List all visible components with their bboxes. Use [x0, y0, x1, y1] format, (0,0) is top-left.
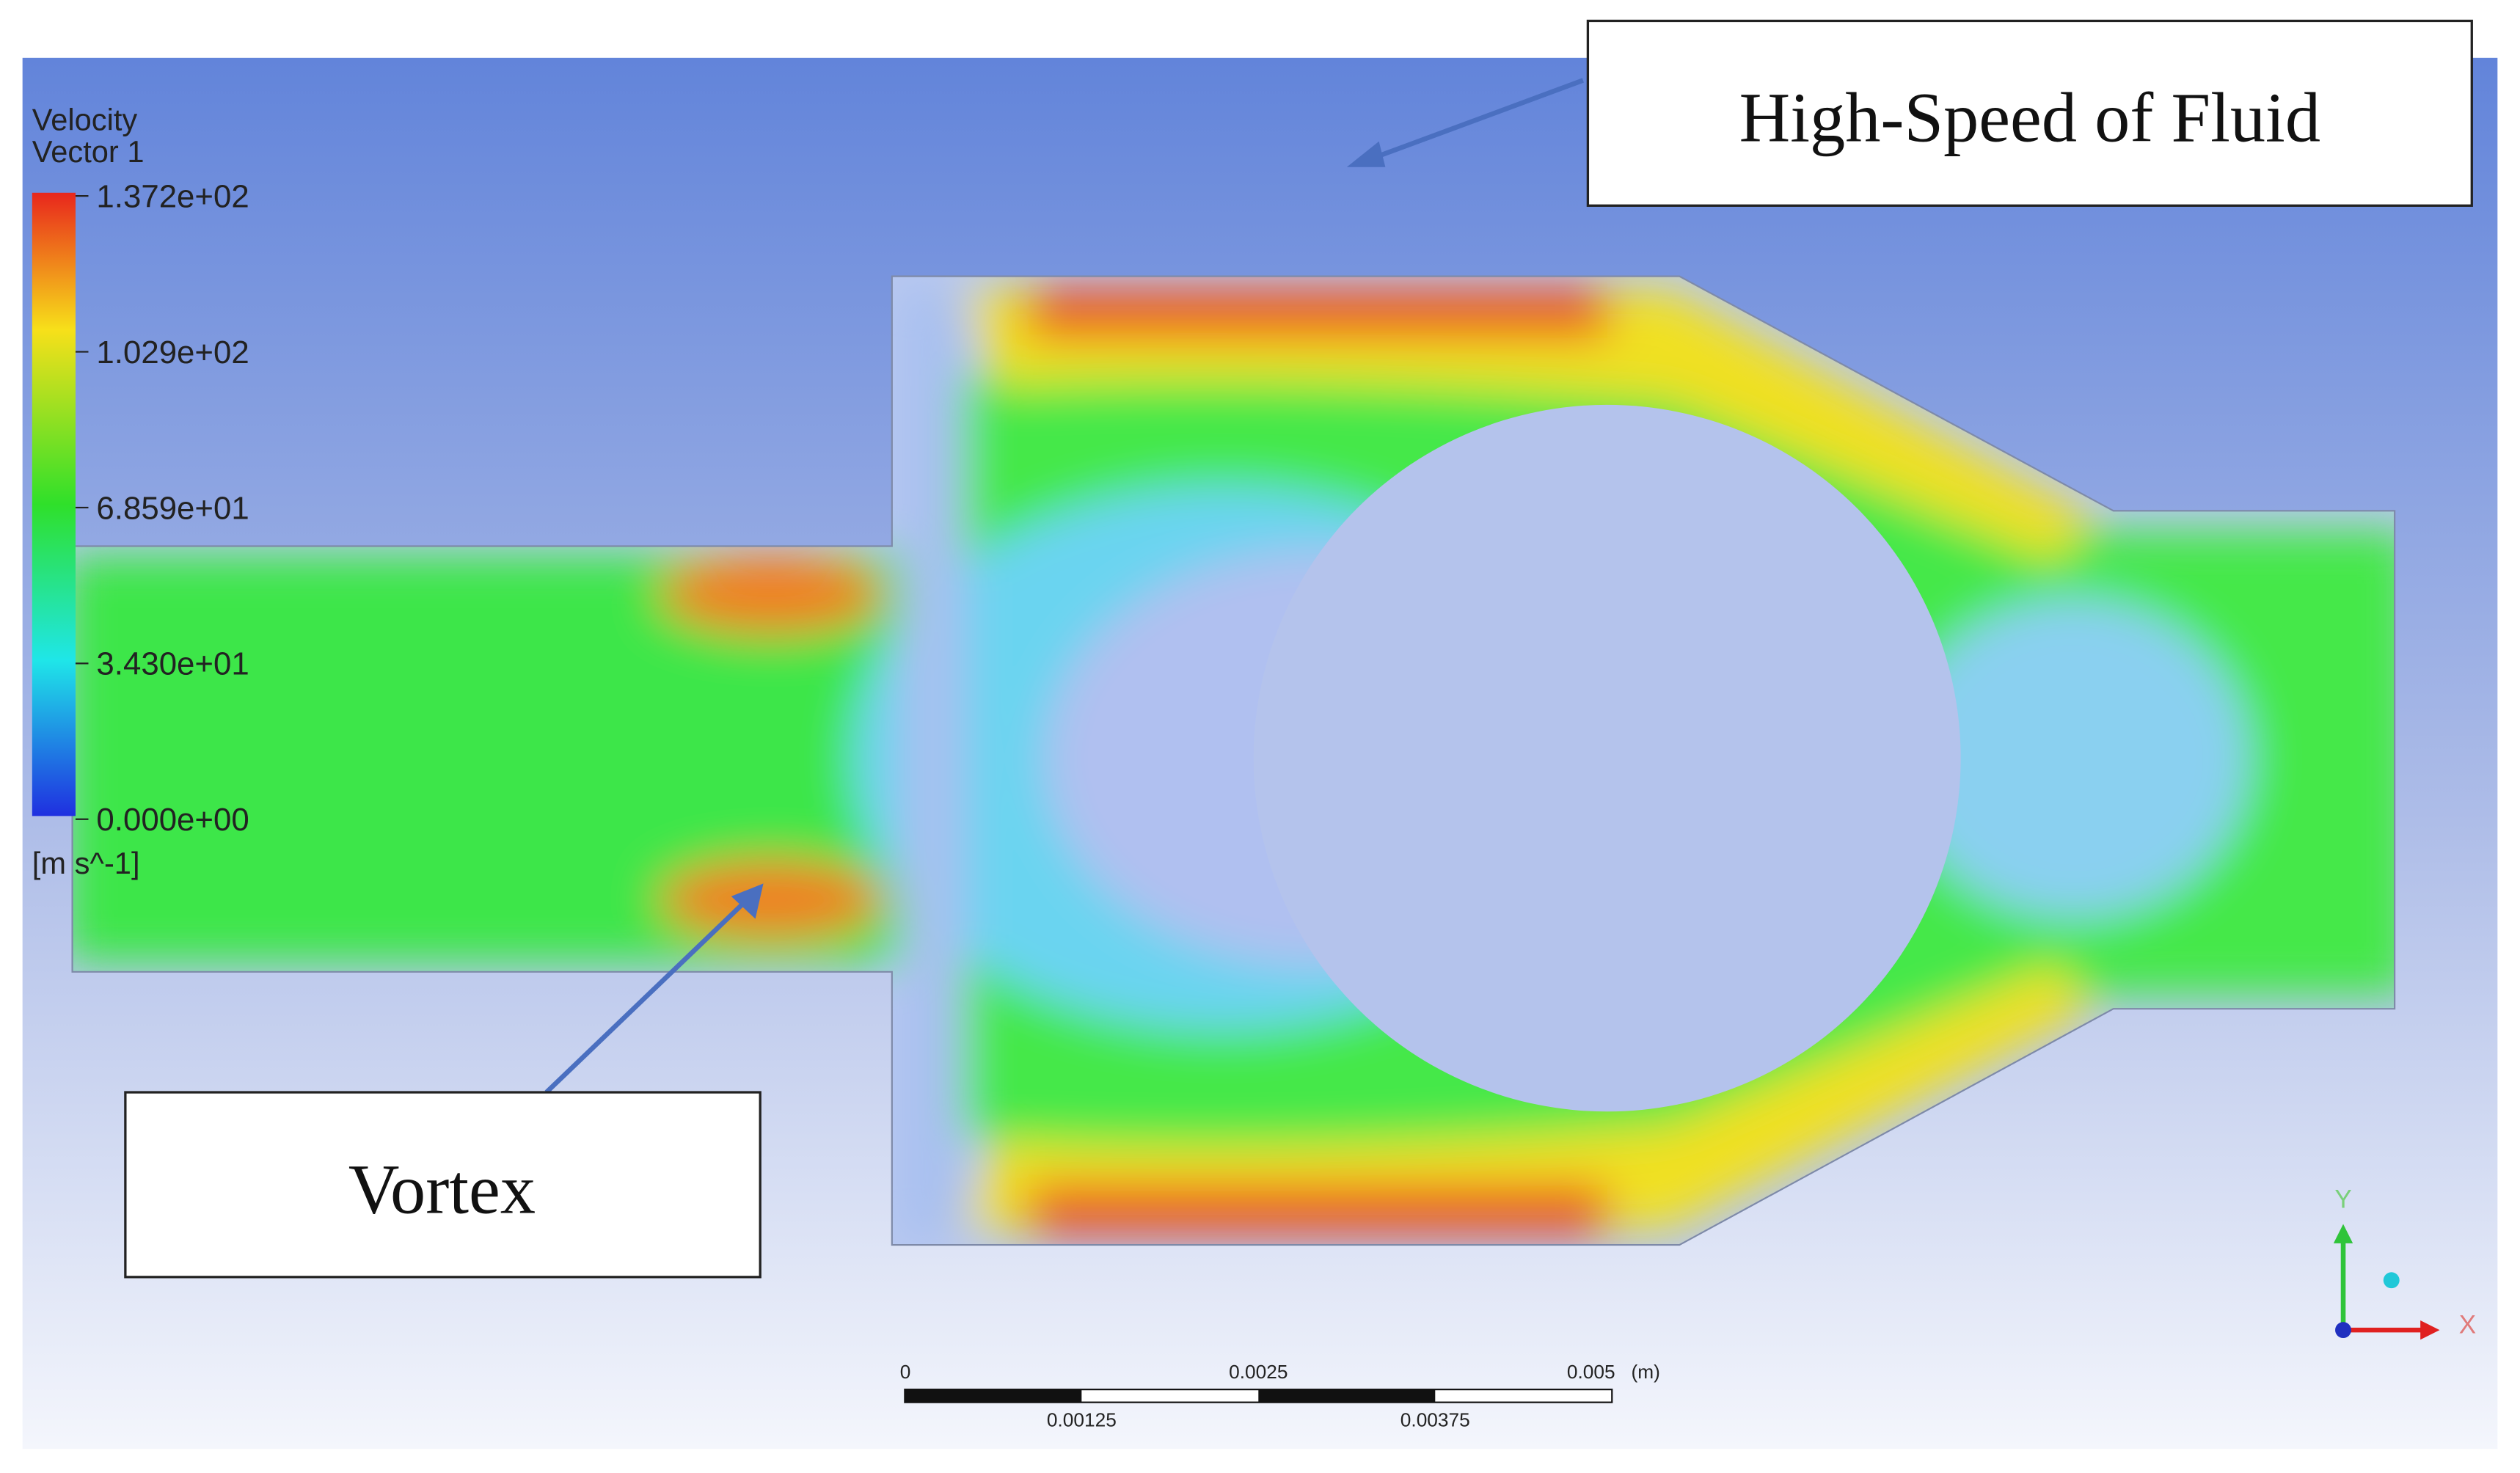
legend-label: 6.859e+01	[96, 490, 249, 526]
arrow-head	[1346, 141, 1386, 167]
scale-label: 0.00375	[1400, 1409, 1470, 1431]
legend-label: 1.029e+02	[96, 335, 249, 370]
annotation-box	[1586, 19, 2473, 207]
domain-outline	[71, 275, 2396, 1246]
legend-title: Velocity	[32, 102, 138, 136]
legend-title: Vector 1	[32, 134, 145, 169]
legend-label: 0.000e+00	[96, 802, 249, 838]
cylinder	[1253, 404, 1961, 1112]
annotation-box	[124, 1091, 762, 1279]
origin	[2335, 1322, 2351, 1339]
annotation: High-Speed of Fluid	[1739, 78, 2320, 157]
legend-labels: 1.372e+02 1.029e+02 6.859e+01 3.430e+01 0.00…	[75, 178, 249, 838]
scale-label: 0.0025	[1229, 1361, 1288, 1383]
scale-label: 0	[900, 1361, 911, 1383]
arrow-head	[731, 883, 764, 919]
color-bar	[32, 192, 76, 816]
scale-label: 0.005	[1567, 1361, 1615, 1383]
annotation: Vortex	[348, 1149, 536, 1228]
legend-unit: [m s^-1]	[32, 846, 140, 880]
arrow-head	[2333, 1224, 2353, 1243]
legend-label: 3.430e+01	[96, 646, 249, 682]
arrow-head	[2420, 1320, 2440, 1340]
scale-bar-segment	[905, 1389, 1082, 1403]
view-marker	[2383, 1272, 2400, 1289]
scale-unit: (m)	[1632, 1361, 1660, 1383]
scale-label: 0.00125	[1047, 1409, 1117, 1431]
arrow	[544, 897, 749, 1094]
axis-label: X	[2459, 1310, 2476, 1339]
arrow	[1365, 78, 1584, 164]
scale-bar-segment	[1258, 1389, 1436, 1403]
axis-label: Y	[2334, 1185, 2351, 1214]
legend-label: 1.372e+02	[96, 178, 249, 214]
